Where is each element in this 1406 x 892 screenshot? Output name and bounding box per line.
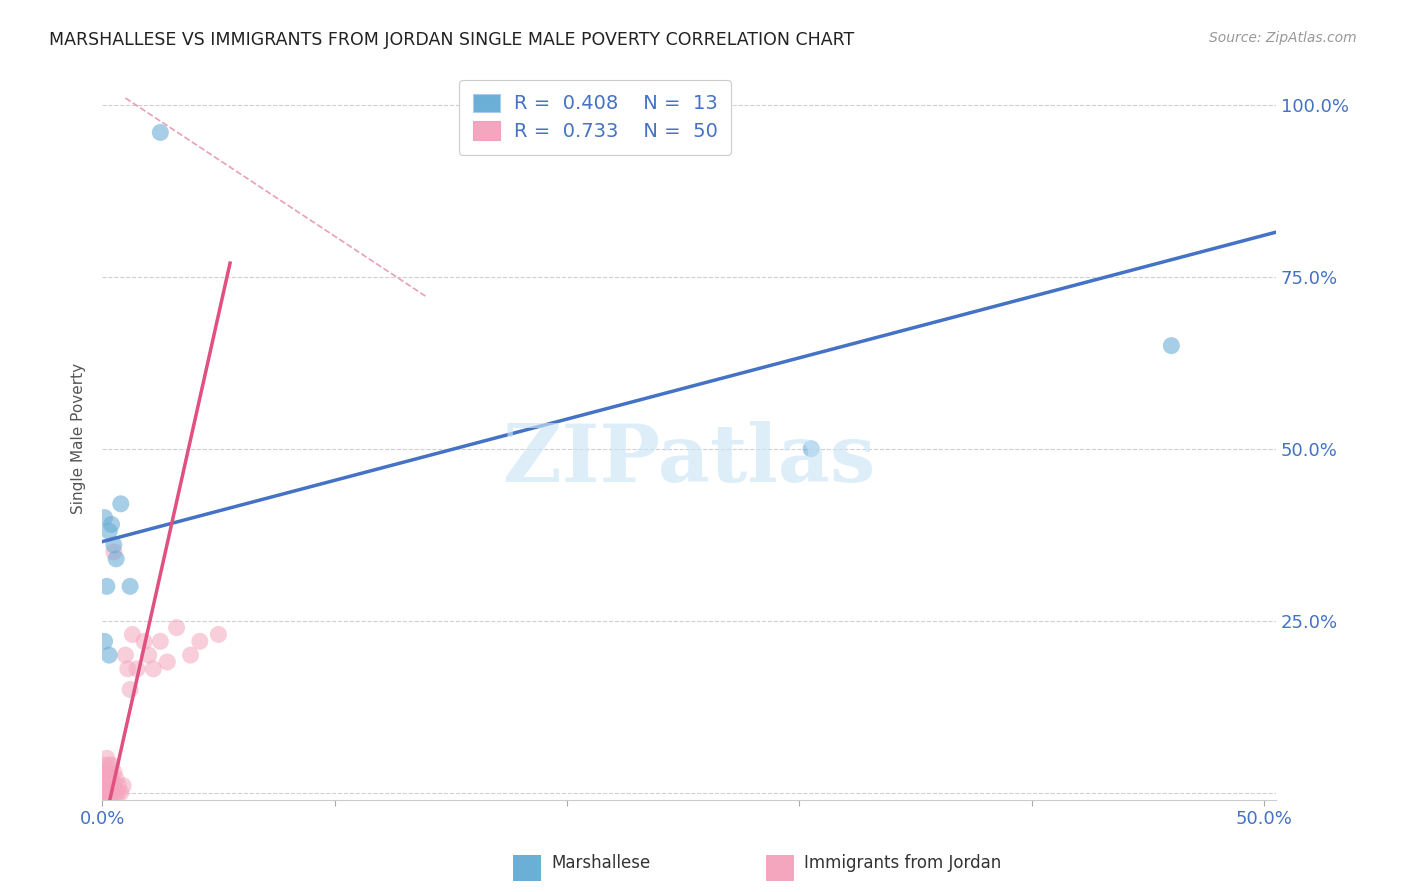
- Point: [156, 655, 179, 669]
- Point: [93, 510, 115, 524]
- Point: [114, 648, 136, 662]
- Point: [149, 634, 172, 648]
- Point: [98, 648, 121, 662]
- Point: [138, 648, 160, 662]
- Point: [107, 786, 129, 800]
- Point: [94, 772, 117, 786]
- Point: [149, 125, 172, 139]
- Point: [105, 786, 128, 800]
- Point: [800, 442, 823, 456]
- Point: [96, 772, 118, 786]
- Point: [1160, 338, 1182, 352]
- Point: [93, 779, 115, 793]
- Point: [120, 682, 142, 697]
- Point: [105, 772, 128, 786]
- Point: [98, 772, 121, 786]
- Point: [93, 786, 115, 800]
- Point: [98, 772, 121, 786]
- Point: [94, 786, 117, 800]
- Point: [120, 579, 142, 593]
- Point: [96, 764, 118, 779]
- Point: [112, 779, 135, 793]
- Point: [100, 786, 122, 800]
- Point: [93, 779, 115, 793]
- Point: [97, 779, 120, 793]
- Point: [107, 779, 129, 793]
- Text: Marshallese: Marshallese: [551, 855, 651, 872]
- Point: [103, 764, 125, 779]
- Text: Immigrants from Jordan: Immigrants from Jordan: [804, 855, 1001, 872]
- Point: [100, 758, 122, 772]
- Point: [110, 786, 132, 800]
- Point: [105, 551, 128, 566]
- Point: [117, 662, 139, 676]
- Point: [96, 579, 118, 593]
- Point: [96, 786, 118, 800]
- Point: [142, 662, 165, 676]
- Point: [110, 497, 132, 511]
- Point: [121, 627, 143, 641]
- Point: [100, 779, 122, 793]
- Point: [166, 621, 188, 635]
- Point: [98, 758, 121, 772]
- Text: ZIPatlas: ZIPatlas: [503, 421, 875, 500]
- Point: [103, 779, 125, 793]
- Point: [103, 786, 125, 800]
- Point: [100, 772, 122, 786]
- Point: [132, 634, 155, 648]
- Point: [93, 772, 115, 786]
- Point: [93, 758, 115, 772]
- Point: [93, 634, 115, 648]
- Point: [98, 764, 121, 779]
- Point: [93, 764, 115, 779]
- Point: [98, 779, 121, 793]
- Text: MARSHALLESE VS IMMIGRANTS FROM JORDAN SINGLE MALE POVERTY CORRELATION CHART: MARSHALLESE VS IMMIGRANTS FROM JORDAN SI…: [49, 31, 855, 49]
- Point: [180, 648, 202, 662]
- Point: [98, 786, 121, 800]
- Point: [188, 634, 211, 648]
- Point: [207, 627, 229, 641]
- Point: [98, 524, 121, 539]
- Point: [100, 517, 122, 532]
- Point: [103, 538, 125, 552]
- Point: [93, 786, 115, 800]
- Point: [103, 545, 125, 559]
- Y-axis label: Single Male Poverty: Single Male Poverty: [72, 363, 86, 514]
- Legend: R =  0.408    N =  13, R =  0.733    N =  50: R = 0.408 N = 13, R = 0.733 N = 50: [460, 80, 731, 155]
- Text: Source: ZipAtlas.com: Source: ZipAtlas.com: [1209, 31, 1357, 45]
- Point: [96, 751, 118, 765]
- Point: [93, 772, 115, 786]
- Point: [125, 662, 148, 676]
- Point: [96, 779, 118, 793]
